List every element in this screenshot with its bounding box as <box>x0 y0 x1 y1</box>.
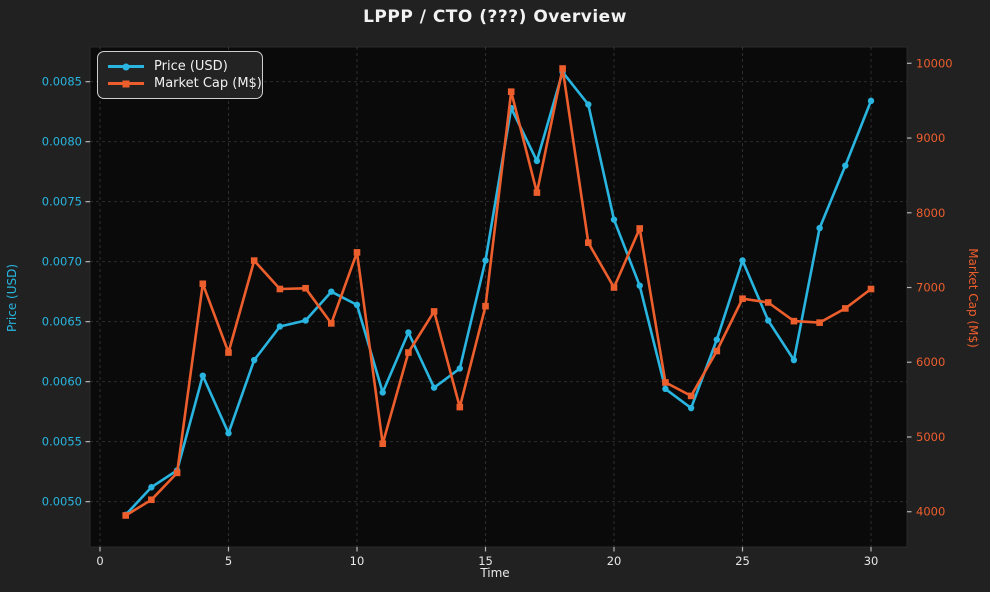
svg-text:0.0070: 0.0070 <box>42 255 82 269</box>
price-line-sample <box>108 63 144 70</box>
chart-legend: Price (USD) Market Cap (M$) <box>97 51 263 99</box>
svg-text:15: 15 <box>478 554 493 568</box>
svg-text:20: 20 <box>607 554 622 568</box>
svg-text:0.0065: 0.0065 <box>42 315 82 329</box>
chart-title: LPPP / CTO (???) Overview <box>363 7 627 27</box>
svg-text:6000: 6000 <box>916 355 945 369</box>
svg-text:0.0055: 0.0055 <box>42 435 82 449</box>
x-axis-title: Time <box>480 566 510 580</box>
legend-item-price: Price (USD) <box>108 58 252 75</box>
svg-text:0.0085: 0.0085 <box>42 75 82 89</box>
svg-text:9000: 9000 <box>916 131 945 145</box>
legend-item-market-cap: Market Cap (M$) <box>108 75 262 92</box>
svg-text:8000: 8000 <box>916 206 945 220</box>
svg-text:4000: 4000 <box>916 505 945 519</box>
svg-text:5000: 5000 <box>916 430 945 444</box>
svg-text:0.0075: 0.0075 <box>42 195 82 209</box>
market-cap-square-marker-icon <box>122 80 130 87</box>
legend-label-market-cap: Market Cap (M$) <box>154 76 262 91</box>
svg-text:0.0060: 0.0060 <box>42 375 82 389</box>
svg-text:7000: 7000 <box>916 281 945 295</box>
svg-text:10: 10 <box>350 554 365 568</box>
price-circle-marker-icon <box>122 63 130 70</box>
svg-text:0: 0 <box>96 554 103 568</box>
left-axis-title: Price (USD) <box>5 263 19 333</box>
legend-label-price: Price (USD) <box>154 59 228 74</box>
market-cap-line-sample <box>108 80 144 87</box>
svg-text:25: 25 <box>735 554 750 568</box>
svg-text:5: 5 <box>225 554 232 568</box>
svg-text:0.0080: 0.0080 <box>42 135 82 149</box>
svg-text:30: 30 <box>864 554 879 568</box>
svg-text:10000: 10000 <box>916 56 953 70</box>
right-axis-title: Market Cap (M$) <box>966 248 980 348</box>
svg-text:0.0050: 0.0050 <box>42 495 82 509</box>
